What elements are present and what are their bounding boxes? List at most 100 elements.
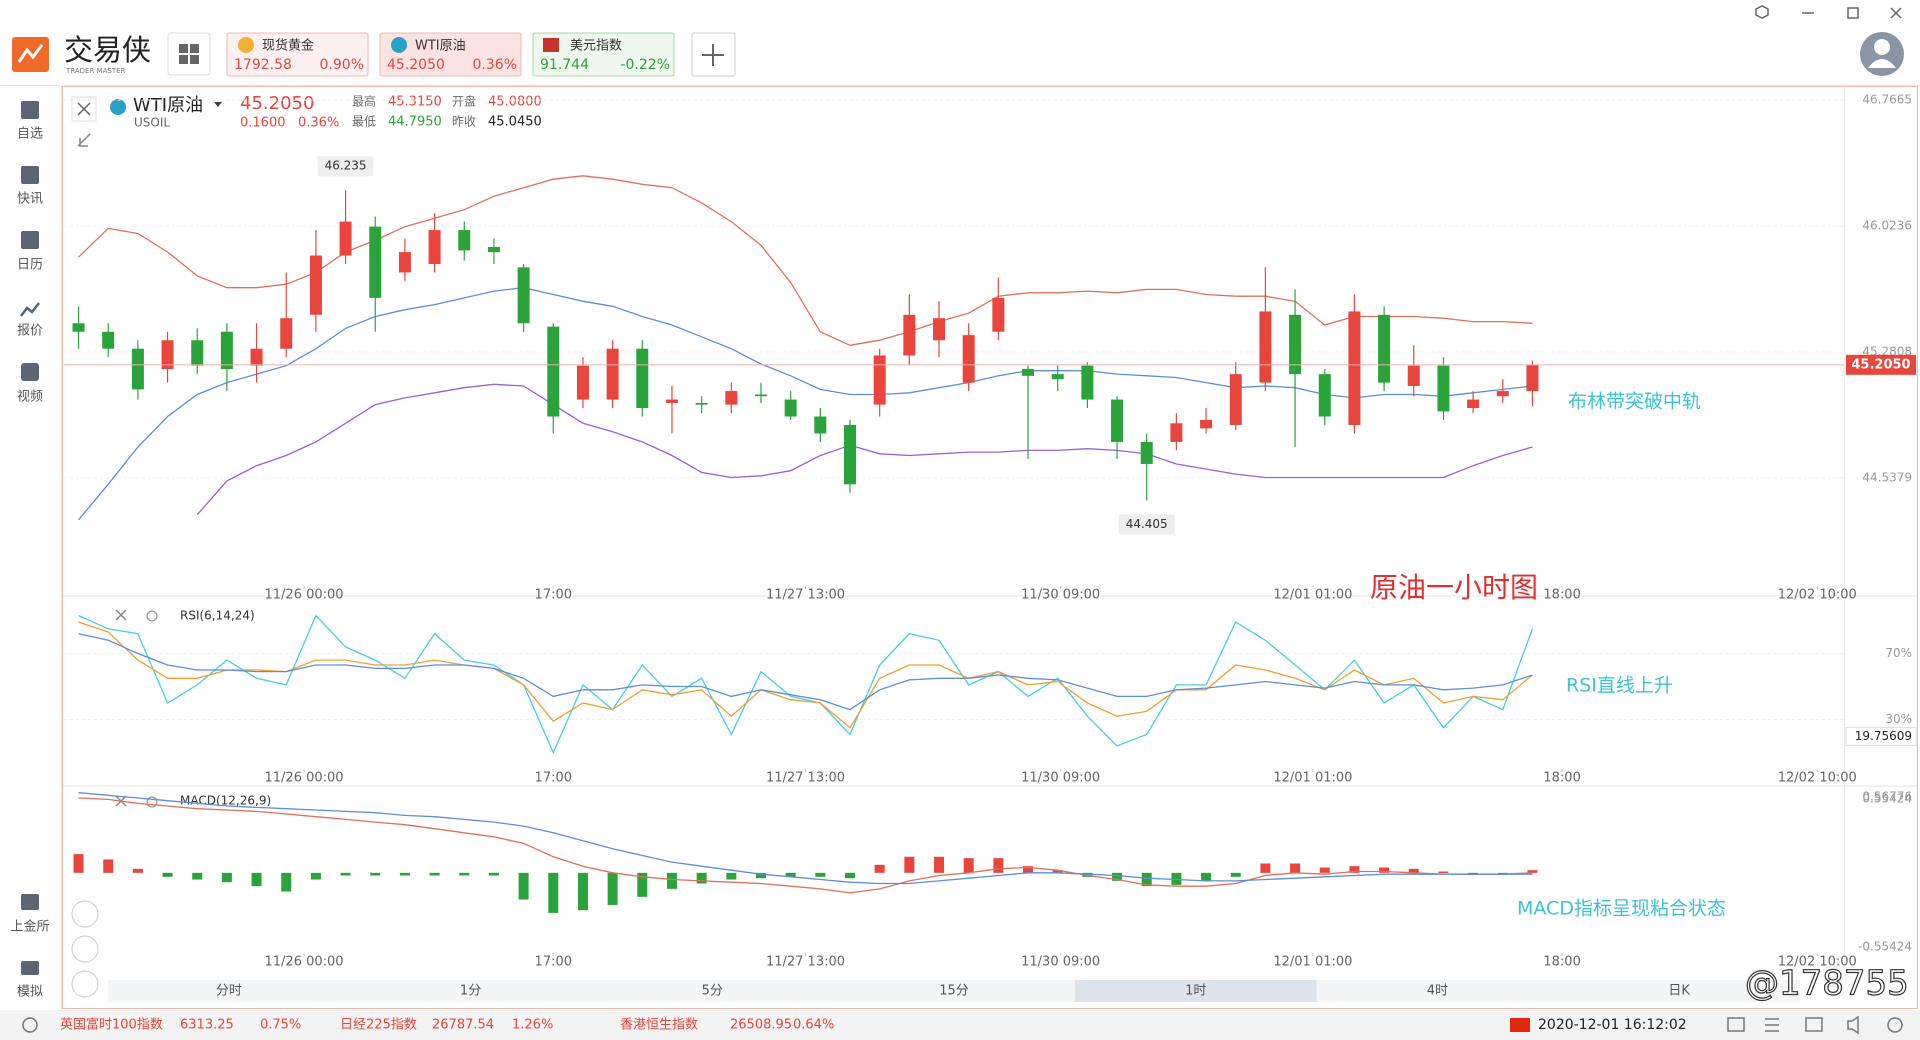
stat-label: 最高 [352, 94, 376, 109]
macd-bar [399, 872, 410, 876]
macd-bar [251, 872, 262, 887]
candle-body [1229, 374, 1242, 425]
candle-body [309, 255, 322, 315]
stat-value: 45.0800 [488, 95, 542, 110]
macd-bar [548, 872, 559, 913]
timeframe-option[interactable]: 1时 [1185, 984, 1206, 999]
stat-label: 昨收 [452, 115, 476, 129]
tab-price: 45.2050 [387, 57, 445, 73]
macd-bar [1171, 872, 1182, 885]
close-indicator[interactable] [115, 609, 127, 621]
macd-bar [1319, 867, 1330, 873]
sidebar-item[interactable]: 报价 [17, 324, 43, 339]
candle-body [695, 402, 708, 405]
stat-value: 45.3150 [388, 95, 442, 110]
timeframe-option[interactable]: 日K [1668, 984, 1690, 999]
timeframe-active [1074, 980, 1317, 1002]
rsi-line [78, 614, 1534, 755]
timeframe-option[interactable]: 分时 [216, 984, 242, 999]
x-tick-label: 17:00 [535, 588, 572, 603]
tab-change: 0.36% [473, 57, 517, 73]
bollinger-line [78, 287, 1533, 521]
x-tick-label: 11/27 13:00 [766, 588, 845, 603]
ticker-value: 6313.25 [180, 1018, 234, 1033]
candle-body [1111, 399, 1124, 442]
candle-body [1378, 314, 1391, 383]
tab-oil[interactable] [379, 32, 522, 77]
symbol-name[interactable]: WTI原油 [133, 95, 203, 116]
rsi-line [78, 621, 1533, 729]
candle-body [1081, 365, 1094, 400]
settings-indicator[interactable] [146, 610, 158, 622]
symbol-icon [110, 99, 126, 115]
candle-body [1318, 374, 1331, 417]
symbol-code: USOIL [134, 116, 170, 130]
x-tick-label: 18:00 [1543, 588, 1580, 603]
x-tick-label: 18:00 [1543, 771, 1580, 786]
timeframe-option[interactable]: 4时 [1427, 984, 1448, 999]
x-tick-label: 17:00 [535, 771, 572, 786]
tab-usd[interactable] [532, 32, 675, 77]
tab-icon [238, 37, 254, 53]
tab-name: 美元指数 [570, 39, 622, 54]
expand-button[interactable] [77, 133, 91, 147]
grid-button[interactable] [167, 32, 211, 76]
candle-body [161, 340, 174, 370]
headset-icon[interactable] [22, 1017, 38, 1033]
candle-body [1407, 365, 1420, 386]
close-glyph [77, 102, 91, 116]
x-tick-label: 11/30 09:00 [1021, 588, 1100, 603]
sidebar-item[interactable]: 模拟 [17, 985, 43, 1000]
timeframe-option[interactable]: 5分 [702, 984, 723, 999]
candle-body [72, 323, 85, 332]
y-tick-label: 46.7665 [1862, 93, 1912, 107]
candle-body [191, 340, 204, 366]
x-tick-label: 12/02 10:00 [1778, 955, 1857, 970]
annotation-title: 原油一小时图 [1370, 571, 1538, 604]
macd-bar [1379, 867, 1390, 873]
candle-body [1496, 391, 1509, 397]
macd-bar [310, 872, 321, 880]
macd-bar [993, 858, 1004, 873]
candle-body [1467, 399, 1480, 409]
stat-value: 45.0450 [488, 115, 542, 130]
macd-bar [1527, 870, 1538, 873]
candle-body [339, 221, 352, 256]
macd-bar [666, 872, 677, 889]
sidebar-item[interactable]: 日历 [17, 258, 43, 273]
candle-body [1022, 369, 1035, 376]
timeframe-option[interactable]: 1分 [460, 984, 481, 999]
symbol-dropdown[interactable] [214, 102, 222, 107]
tab-gold[interactable] [226, 32, 369, 77]
macd-bar [1201, 872, 1212, 881]
x-tick-label: 11/26 00:00 [265, 588, 344, 603]
candle-body [1289, 314, 1302, 375]
macd-bar [815, 872, 826, 877]
ticker-change: 0.75% [260, 1018, 301, 1033]
candle-body [1437, 365, 1450, 412]
ticker-change: 0.64% [793, 1018, 834, 1033]
candle-body [873, 355, 886, 405]
macd-bar [340, 872, 351, 876]
header-change-pct: 0.36% [298, 116, 339, 131]
macd-bar [934, 856, 945, 873]
tab-price: 1792.58 [234, 57, 292, 73]
candle-body [1051, 374, 1064, 380]
sidebar-item[interactable]: 快讯 [17, 192, 43, 207]
status-icons[interactable] [1727, 1015, 1903, 1035]
tab-change: 0.90% [320, 57, 364, 73]
x-tick-label: 11/30 09:00 [1021, 771, 1100, 786]
sidebar-item[interactable]: 视频 [17, 390, 43, 405]
x-tick-label: 12/01 01:00 [1273, 955, 1352, 970]
macd-bar [1349, 866, 1360, 873]
sidebar-item[interactable]: 自选 [17, 127, 43, 142]
sidebar-item[interactable]: 上金所 [10, 919, 49, 935]
y-tick-label: -0.55424 [1858, 939, 1912, 953]
macd-bar [726, 872, 737, 880]
macd-bar [221, 872, 232, 883]
drawing-tools[interactable] [71, 900, 99, 998]
timeframe-option[interactable]: 15分 [939, 984, 969, 999]
x-tick-label: 12/02 10:00 [1778, 588, 1857, 603]
settings-indicator[interactable] [146, 796, 158, 808]
